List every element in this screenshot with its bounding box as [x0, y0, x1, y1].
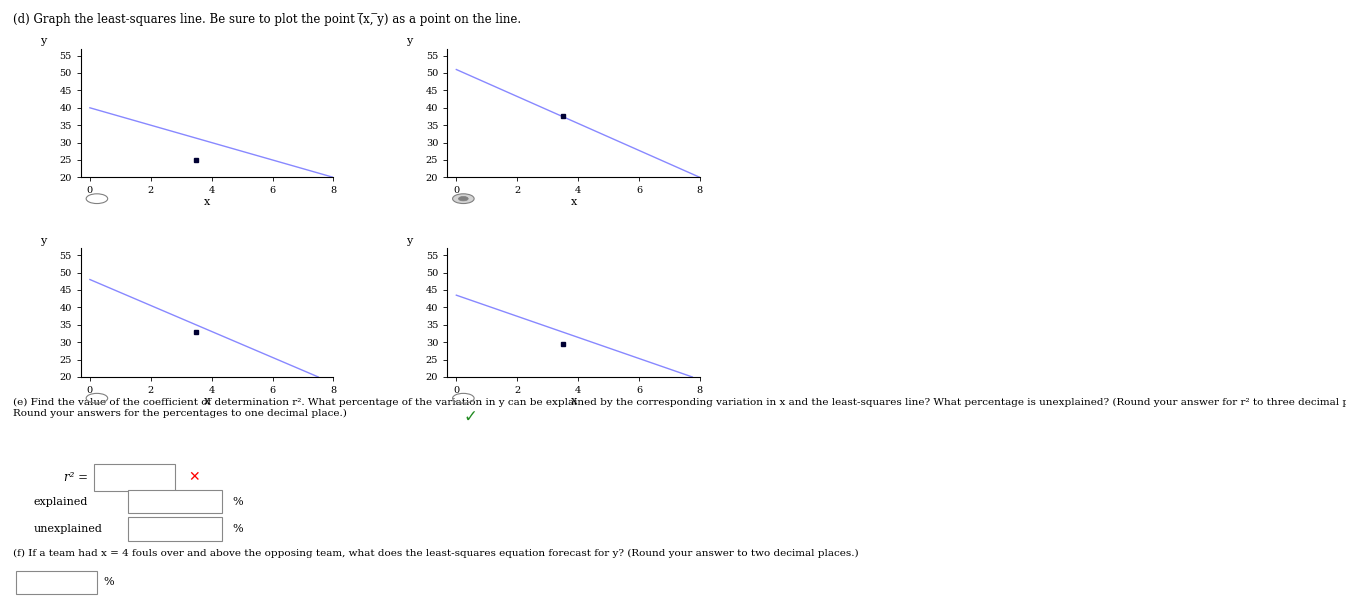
Y-axis label: y: y	[406, 36, 412, 46]
Text: %: %	[104, 578, 114, 587]
Y-axis label: y: y	[40, 36, 46, 46]
Text: %: %	[233, 524, 244, 534]
Text: (f) If a team had x = 4 fouls over and above the opposing team, what does the le: (f) If a team had x = 4 fouls over and a…	[13, 548, 859, 558]
Text: r² =: r² =	[63, 471, 92, 484]
X-axis label: x: x	[571, 197, 576, 207]
Text: (e) Find the value of the coefficient of determination r². What percentage of th: (e) Find the value of the coefficient of…	[13, 398, 1346, 418]
X-axis label: x: x	[205, 396, 210, 406]
Text: ✓: ✓	[463, 407, 476, 426]
Y-axis label: y: y	[406, 236, 412, 246]
X-axis label: x: x	[205, 197, 210, 207]
X-axis label: x: x	[571, 396, 576, 406]
Text: unexplained: unexplained	[34, 524, 102, 534]
Text: %: %	[233, 497, 244, 506]
Text: (d) Graph the least-squares line. Be sure to plot the point (̅x, ̅y) as a point : (d) Graph the least-squares line. Be sur…	[13, 13, 522, 26]
Text: ✕: ✕	[188, 470, 201, 485]
Text: -0.9: -0.9	[124, 472, 145, 482]
Y-axis label: y: y	[40, 236, 46, 246]
Text: explained: explained	[34, 497, 87, 506]
